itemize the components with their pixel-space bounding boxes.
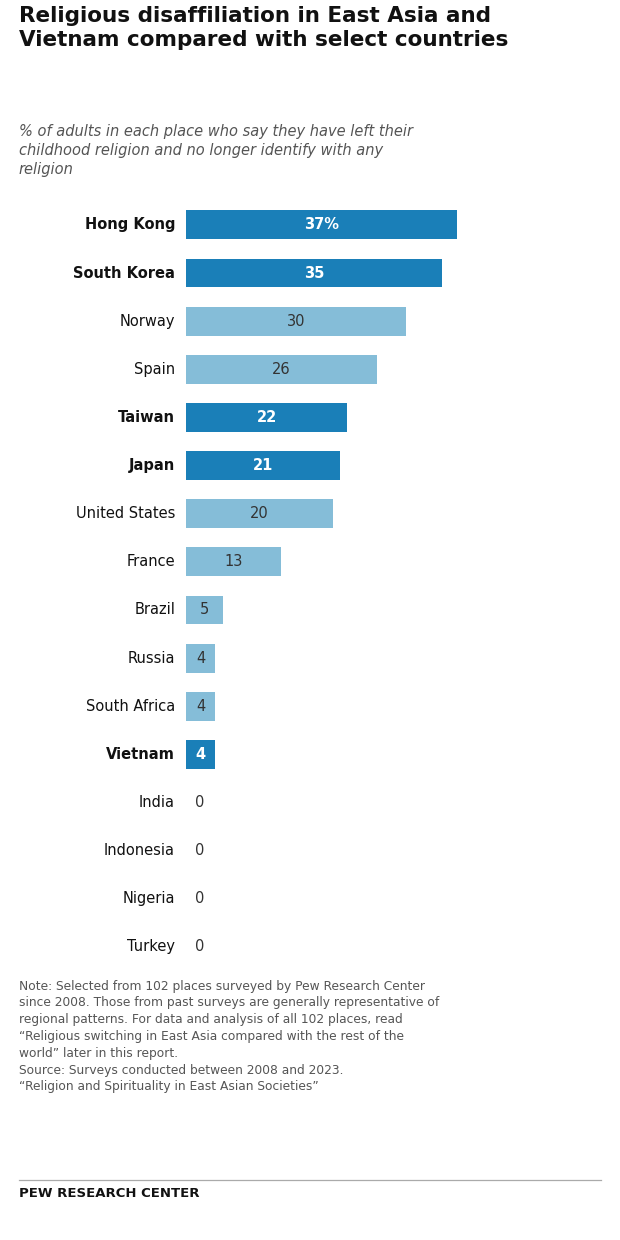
Text: Nigeria: Nigeria — [123, 892, 175, 906]
Text: Note: Selected from 102 places surveyed by Pew Research Center
since 2008. Those: Note: Selected from 102 places surveyed … — [19, 980, 439, 1094]
Text: Brazil: Brazil — [134, 603, 175, 618]
Text: 0: 0 — [195, 795, 204, 810]
Bar — [186, 692, 215, 720]
Bar — [186, 644, 215, 672]
Text: Japan: Japan — [129, 458, 175, 472]
Text: 4: 4 — [196, 651, 205, 666]
Text: 4: 4 — [196, 699, 205, 714]
Text: France: France — [126, 554, 175, 569]
Bar — [186, 355, 376, 383]
Text: Taiwan: Taiwan — [118, 410, 175, 425]
Text: PEW RESEARCH CENTER: PEW RESEARCH CENTER — [19, 1187, 199, 1199]
Text: Russia: Russia — [128, 651, 175, 666]
Text: Vietnam: Vietnam — [106, 746, 175, 761]
Text: India: India — [139, 795, 175, 810]
Bar — [186, 500, 332, 528]
Text: South Africa: South Africa — [86, 699, 175, 714]
Text: United States: United States — [76, 506, 175, 521]
Text: 22: 22 — [257, 410, 277, 425]
Text: 5: 5 — [200, 603, 209, 618]
Text: 26: 26 — [272, 362, 291, 377]
Text: South Korea: South Korea — [73, 265, 175, 280]
Text: 0: 0 — [195, 892, 204, 906]
Text: Hong Kong: Hong Kong — [84, 217, 175, 232]
Text: 0: 0 — [195, 843, 204, 858]
Text: 4: 4 — [195, 746, 206, 761]
Text: 30: 30 — [286, 314, 305, 329]
Text: 21: 21 — [253, 458, 273, 472]
Bar — [186, 451, 340, 480]
Text: Indonesia: Indonesia — [104, 843, 175, 858]
Text: 35: 35 — [304, 265, 324, 280]
Bar — [186, 211, 457, 239]
Bar — [186, 403, 347, 432]
Text: 13: 13 — [224, 554, 243, 569]
Text: 20: 20 — [250, 506, 268, 521]
Text: % of adults in each place who say they have left their
childhood religion and no: % of adults in each place who say they h… — [19, 124, 412, 177]
Text: Turkey: Turkey — [127, 940, 175, 955]
Bar — [186, 547, 281, 577]
Text: 37%: 37% — [304, 217, 339, 232]
Bar — [186, 595, 223, 625]
Text: Norway: Norway — [120, 314, 175, 329]
Text: 0: 0 — [195, 940, 204, 955]
Bar — [186, 740, 215, 769]
Text: Religious disaffiliation in East Asia and
Vietnam compared with select countries: Religious disaffiliation in East Asia an… — [19, 6, 508, 50]
Text: Spain: Spain — [134, 362, 175, 377]
Bar — [186, 259, 443, 288]
Bar — [186, 306, 406, 336]
